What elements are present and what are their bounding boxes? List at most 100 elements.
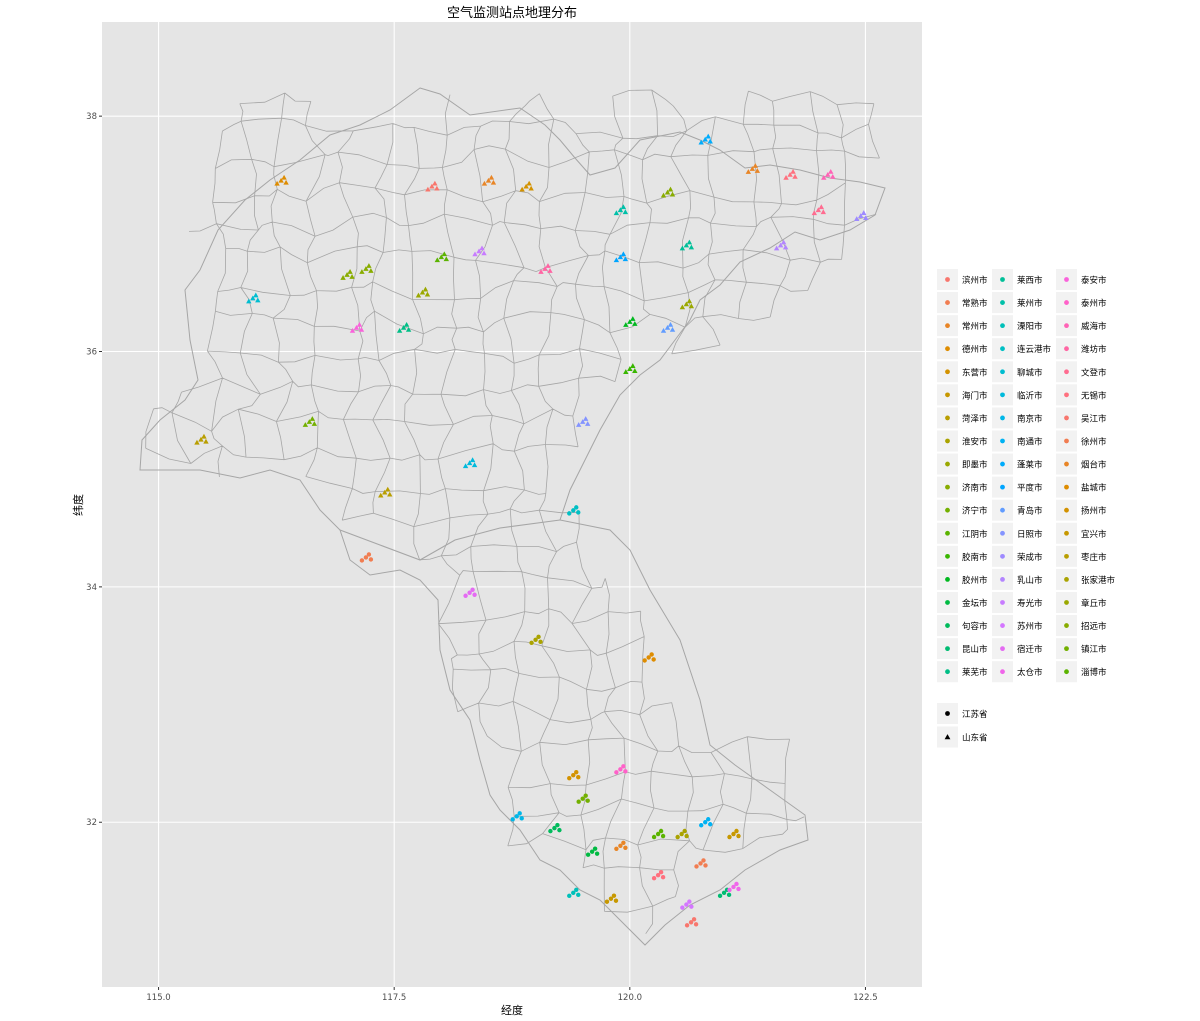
legend-label: 寿光市 [1017, 598, 1043, 609]
station-marker-triangle [686, 298, 693, 304]
station-marker-triangle [469, 457, 476, 463]
station-marker-circle [585, 798, 590, 803]
legend-item: 寿光市 [992, 591, 1043, 613]
legend-swatch [1064, 669, 1069, 675]
station-marker-triangle [542, 266, 548, 271]
station-marker-circle [651, 657, 656, 662]
y-tick-label: 38 [86, 112, 97, 122]
station-marker-triangle [754, 168, 761, 173]
station-marker-circle [363, 555, 369, 560]
station-marker-triangle [472, 251, 478, 257]
station-marker-triangle [490, 179, 497, 185]
station-marker-triangle [613, 210, 620, 216]
station-marker-triangle [861, 210, 867, 215]
y-tick-label: 36 [86, 348, 97, 358]
station-marker-triangle [863, 215, 869, 220]
x-tick-label: 117.5 [382, 993, 406, 1003]
legend-swatch [1000, 369, 1005, 375]
legend-swatch [1064, 461, 1069, 467]
legend-label: 章丘市 [1081, 598, 1107, 609]
station-marker-triangle [488, 174, 495, 180]
station-marker-triangle [471, 462, 478, 468]
legend-label: 莱州市 [1017, 298, 1043, 309]
legend-circle-symbol [945, 711, 950, 716]
station-marker-triangle [698, 139, 704, 145]
station-marker-triangle [419, 289, 426, 295]
station-marker-triangle [777, 242, 784, 248]
station-marker-circle [684, 902, 689, 907]
station-marker-circle [727, 834, 732, 840]
legend-label: 德州市 [962, 344, 988, 355]
legend-item: 泰安市 [1056, 269, 1107, 290]
legend-label: 徐州市 [1081, 436, 1107, 447]
legend-label: 青岛市 [1017, 506, 1043, 517]
legend-label: 张家港市 [1081, 575, 1116, 586]
y-tick-label: 32 [86, 818, 97, 828]
map-title: 空气监测站点地理分布 [447, 5, 577, 21]
station-marker-circle [611, 893, 617, 898]
legend-item: 南通市 [992, 430, 1043, 452]
station-marker-triangle [679, 304, 686, 310]
station-marker-triangle [278, 177, 284, 183]
x-tick-label: 120.0 [618, 993, 642, 1003]
legend-item: 荣成市 [992, 545, 1043, 567]
legend-label: 淄博市 [1081, 667, 1107, 678]
station-marker-triangle [311, 421, 318, 426]
station-marker-triangle [790, 168, 796, 174]
station-marker-circle [688, 920, 694, 925]
legend-label: 南通市 [1017, 436, 1043, 447]
legend-label: 镇江市 [1081, 644, 1107, 655]
station-marker-circle [646, 655, 651, 660]
station-marker-circle [574, 887, 579, 893]
legend-item: 镇江市 [1056, 638, 1107, 660]
station-marker-triangle [818, 204, 825, 210]
station-markers [194, 133, 869, 928]
station-marker-triangle [387, 491, 393, 497]
station-marker-triangle [686, 239, 693, 245]
legend-label: 泰州市 [1081, 298, 1107, 309]
station-marker-triangle [194, 439, 200, 445]
station-marker-circle [660, 875, 666, 880]
legend-label: 金坛市 [962, 598, 988, 609]
station-marker-triangle [547, 268, 553, 273]
station-marker-circle [706, 817, 711, 822]
station-marker-triangle [575, 422, 582, 427]
legend-swatch [945, 415, 950, 421]
legend-item: 连云港市 [992, 338, 1052, 360]
legend-label: 威海市 [1081, 321, 1107, 332]
legend-item: 蓬莱市 [992, 453, 1043, 475]
station-marker-circle [708, 822, 713, 827]
legend-swatch [1000, 438, 1005, 444]
station-marker-triangle [283, 179, 289, 185]
station-marker-triangle [443, 256, 450, 262]
station-marker-triangle [815, 207, 822, 213]
legend-item: 烟台市 [1056, 453, 1107, 475]
x-tick-label: 122.5 [853, 993, 877, 1003]
station-marker-triangle [660, 192, 667, 198]
legend-swatch [1000, 300, 1005, 305]
station-marker-triangle [359, 269, 365, 274]
station-marker-circle [368, 557, 374, 562]
station-marker-triangle [660, 327, 667, 333]
station-marker-triangle [538, 269, 544, 274]
legend-swatch [1064, 553, 1069, 559]
legend-cities: 滨州市常熟市常州市德州市东营市海门市菏泽市淮安市即墨市济南市济宁市江阴市胶南市胶… [937, 269, 1116, 683]
legend-item: 莱芜市 [937, 661, 988, 683]
station-marker-triangle [752, 163, 759, 168]
station-marker-triangle [811, 210, 818, 216]
legend-swatch [1000, 323, 1005, 329]
station-marker-triangle [623, 322, 629, 327]
station-marker-triangle [792, 173, 798, 179]
county-boundaries [139, 87, 886, 946]
station-marker-triangle [302, 422, 309, 427]
legend-item: 莱州市 [992, 292, 1043, 314]
legend-swatch [1064, 530, 1069, 536]
station-marker-triangle [523, 183, 529, 189]
station-marker-circle [651, 834, 657, 840]
legend-label: 文登市 [1081, 367, 1107, 378]
station-marker-triangle [434, 185, 440, 191]
station-marker-circle [604, 899, 610, 904]
legend-item: 淮安市 [937, 430, 988, 452]
legend-swatch [945, 369, 950, 375]
